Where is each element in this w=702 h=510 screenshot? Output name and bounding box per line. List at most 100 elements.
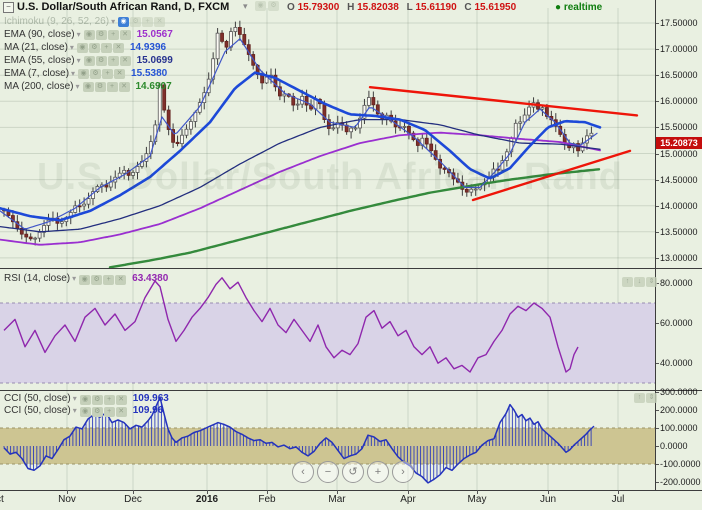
- cci-tick-mark: [656, 392, 659, 393]
- pane-maximize-button[interactable]: ⇕: [646, 277, 657, 287]
- pane-maximize-button[interactable]: ⇕: [646, 393, 657, 403]
- add-icon[interactable]: +: [103, 394, 115, 405]
- eye-icon[interactable]: ◉: [255, 1, 266, 11]
- close-icon[interactable]: ✕: [119, 55, 131, 66]
- add-icon[interactable]: +: [142, 16, 154, 27]
- close-icon[interactable]: ✕: [115, 406, 127, 417]
- indicator-legend-row: MA (21, close) ▾ ◉ ⚙ + ✕ 14.9396: [4, 41, 166, 54]
- high-label: H: [347, 2, 355, 13]
- gear-icon[interactable]: ⚙: [91, 406, 103, 417]
- add-icon[interactable]: +: [100, 42, 112, 53]
- close-icon[interactable]: ✕: [154, 16, 166, 27]
- close-icon[interactable]: ✕: [115, 274, 127, 285]
- indicator-label[interactable]: EMA (55, close): [4, 55, 75, 66]
- chevron-down-icon[interactable]: ▾: [72, 406, 77, 415]
- add-icon[interactable]: +: [107, 29, 119, 40]
- add-icon[interactable]: +: [106, 81, 118, 92]
- indicator-label[interactable]: EMA (90, close): [4, 29, 75, 40]
- scroll-left-button[interactable]: ‹: [292, 461, 314, 483]
- gear-icon[interactable]: ⚙: [94, 81, 106, 92]
- pane-separator[interactable]: [0, 268, 702, 269]
- rsi-legend-label[interactable]: RSI (14, close): [4, 273, 71, 284]
- add-icon[interactable]: +: [102, 68, 114, 79]
- rsi-tick-mark: [656, 283, 659, 284]
- eye-icon[interactable]: ◉: [82, 81, 94, 92]
- chevron-down-icon[interactable]: ▾: [69, 43, 74, 52]
- symbol-title[interactable]: U.S. Dollar/South African Rand, D, FXCM: [17, 1, 230, 13]
- gear-icon[interactable]: ⚙: [95, 55, 107, 66]
- chevron-down-icon[interactable]: ▾: [72, 394, 77, 403]
- indicator-value: 15.5380: [131, 68, 168, 79]
- indicator-label[interactable]: Ichimoku (9, 26, 52, 26): [4, 16, 110, 27]
- close-icon[interactable]: ✕: [118, 81, 130, 92]
- add-icon[interactable]: +: [103, 406, 115, 417]
- scroll-right-button[interactable]: ›: [392, 461, 414, 483]
- overlay-ema7: [0, 38, 598, 230]
- cci-tick-label: 300.0000: [660, 387, 698, 397]
- indicator-label[interactable]: MA (200, close): [4, 81, 74, 92]
- pane-separator[interactable]: [0, 390, 702, 391]
- chevron-down-icon[interactable]: ▾: [72, 274, 77, 283]
- price-tick-mark: [656, 206, 659, 207]
- gear-icon[interactable]: ⚙: [88, 42, 100, 53]
- cci-tick-mark: [656, 428, 659, 429]
- price-tick-mark: [656, 258, 659, 259]
- gear-icon[interactable]: ⚙: [95, 29, 107, 40]
- pane-move-down-button[interactable]: ↓: [634, 277, 645, 287]
- indicator-label[interactable]: MA (21, close): [4, 42, 68, 53]
- time-scale[interactable]: Oct Nov Dec 2016 Feb Mar Apr May Jun Jul: [0, 490, 702, 510]
- last-price-tag: 15.20873: [656, 137, 702, 149]
- gear-icon[interactable]: ⚙: [91, 274, 103, 285]
- price-tick-label: 17.50000: [660, 18, 698, 28]
- pane-move-up-button[interactable]: ↑: [634, 393, 645, 403]
- zoom-out-button[interactable]: −: [317, 461, 339, 483]
- gear-icon[interactable]: ⚙: [268, 1, 279, 11]
- close-icon[interactable]: ✕: [115, 394, 127, 405]
- indicator-value: 15.0699: [136, 55, 173, 66]
- rsi-pane[interactable]: [0, 268, 655, 390]
- close-icon[interactable]: ✕: [119, 29, 131, 40]
- time-tick-mark: [267, 490, 268, 494]
- chevron-down-icon[interactable]: ▾: [75, 82, 80, 91]
- chevron-down-icon[interactable]: ▾: [76, 56, 81, 65]
- pane-move-up-button[interactable]: ↑: [622, 277, 633, 287]
- chevron-down-icon[interactable]: ▾: [76, 30, 81, 39]
- rsi-tick-mark: [656, 323, 659, 324]
- cci-legend-label[interactable]: CCI (50, close): [4, 393, 71, 404]
- eye-icon[interactable]: ◉: [79, 274, 91, 285]
- eye-icon[interactable]: ◉: [79, 406, 91, 417]
- eye-icon[interactable]: ◉: [76, 42, 88, 53]
- gear-icon[interactable]: ⚙: [90, 68, 102, 79]
- price-tick-mark: [656, 49, 659, 50]
- eye-icon[interactable]: ◉: [83, 55, 95, 66]
- indicator-label[interactable]: EMA (7, close): [4, 68, 70, 79]
- reset-zoom-button[interactable]: ↺: [342, 461, 364, 483]
- eye-icon[interactable]: ◉: [83, 29, 95, 40]
- gear-icon[interactable]: ⚙: [91, 394, 103, 405]
- low-value: 15.61190: [415, 2, 457, 13]
- cci-value: 109.96: [132, 405, 164, 416]
- eye-icon[interactable]: ◉: [118, 16, 130, 27]
- open-label: O: [287, 2, 295, 13]
- gear-icon[interactable]: ⚙: [130, 16, 142, 27]
- main-price-chart[interactable]: [0, 0, 655, 268]
- add-icon[interactable]: +: [103, 274, 115, 285]
- cci-legend-buttons: ◉ ⚙ + ✕: [79, 393, 128, 405]
- overlay-ema90: [0, 131, 601, 246]
- cci-legend-label[interactable]: CCI (50, close): [4, 405, 71, 416]
- eye-icon[interactable]: ◉: [79, 394, 91, 405]
- cci-pane[interactable]: [0, 390, 655, 490]
- chevron-down-icon[interactable]: ▾: [111, 17, 116, 26]
- add-icon[interactable]: +: [107, 55, 119, 66]
- collapse-legend-icon[interactable]: −: [3, 2, 14, 13]
- zoom-in-button[interactable]: +: [367, 461, 389, 483]
- cci-tick-label: 100.0000: [660, 423, 698, 433]
- close-icon[interactable]: ✕: [112, 42, 124, 53]
- cci-legend-row: CCI (50, close) ▾ ◉ ⚙ + ✕ 109.963: [4, 392, 169, 405]
- cci-value: 109.963: [132, 393, 169, 404]
- cci-tick-mark: [656, 410, 659, 411]
- close-icon[interactable]: ✕: [114, 68, 126, 79]
- chevron-down-icon[interactable]: ▾: [243, 1, 248, 11]
- chevron-down-icon[interactable]: ▾: [71, 69, 76, 78]
- eye-icon[interactable]: ◉: [78, 68, 90, 79]
